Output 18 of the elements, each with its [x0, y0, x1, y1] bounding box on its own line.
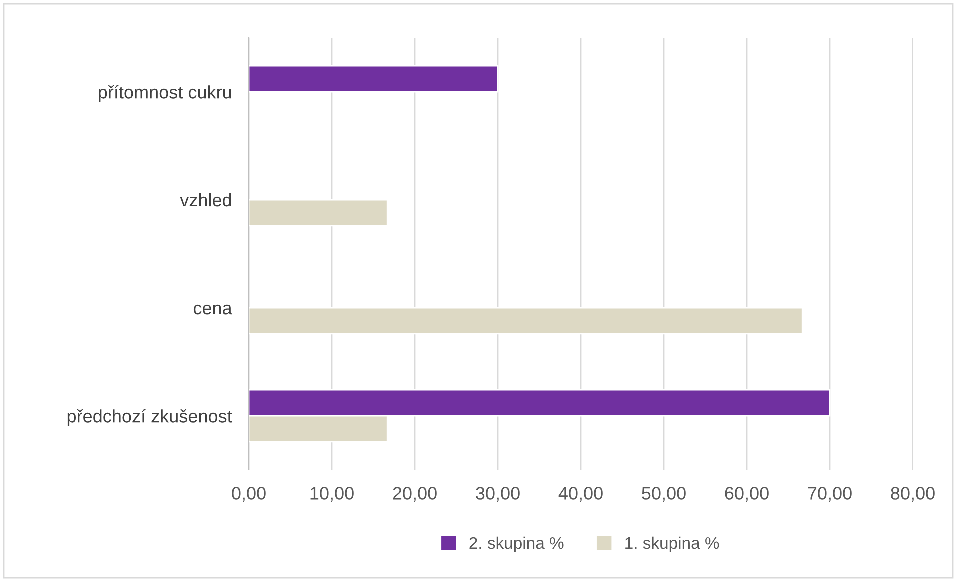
bar [249, 65, 499, 93]
y-tick-label: přítomnost cukru [99, 85, 232, 102]
x-tick-label: 30,00 [476, 487, 520, 502]
x-tick-label: 0,00 [232, 487, 266, 502]
bar [249, 307, 804, 335]
x-tick-label: 40,00 [558, 487, 603, 502]
x-tick-label: 10,00 [310, 487, 354, 502]
x-tick-label: 70,00 [808, 487, 852, 502]
y-tick-label: vzhled [180, 193, 232, 207]
x-tick-label: 50,00 [642, 487, 686, 502]
x-tick-label: 20,00 [393, 487, 437, 502]
y-tick-label: předchozí zkušenost [68, 409, 232, 426]
legend-label: 2. skupina % [470, 536, 564, 552]
x-tick-label: 80,00 [891, 487, 935, 502]
legend-label: 1. skupina % [626, 536, 720, 552]
x-tick-label: 60,00 [725, 487, 769, 502]
bar [249, 199, 388, 227]
y-tick-label: cena [194, 304, 232, 315]
